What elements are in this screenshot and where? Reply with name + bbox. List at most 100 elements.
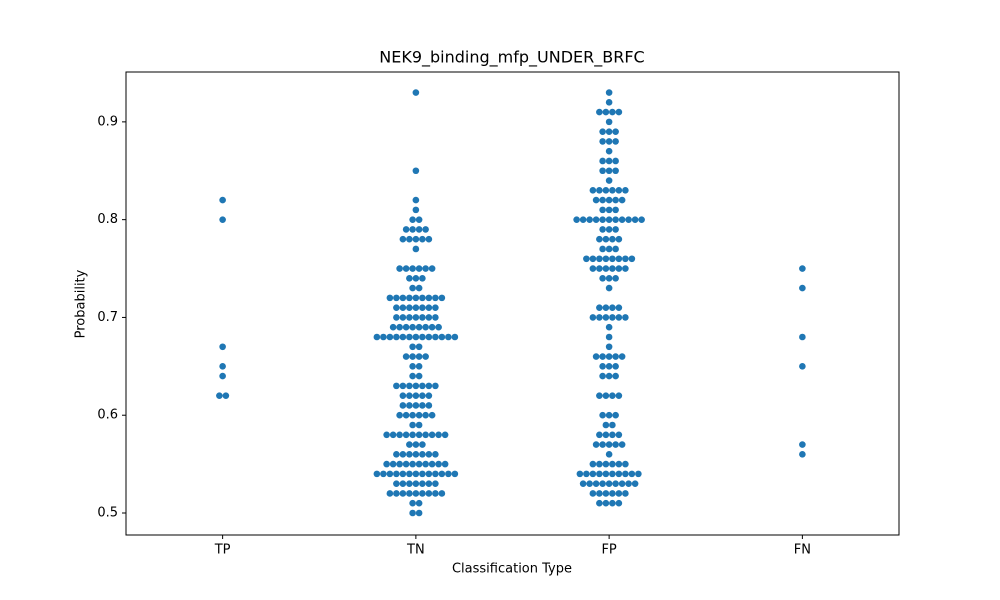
- data-point: [396, 431, 403, 439]
- data-point: [583, 255, 590, 263]
- data-point: [602, 499, 610, 507]
- data-point: [428, 265, 436, 272]
- data-point: [799, 284, 806, 292]
- data-point: [605, 451, 613, 458]
- data-point: [592, 441, 600, 448]
- data-point: [599, 441, 606, 448]
- data-point: [412, 167, 420, 175]
- data-point: [605, 147, 613, 155]
- data-point: [799, 441, 806, 448]
- data-point: [605, 284, 613, 292]
- data-point: [415, 323, 423, 331]
- data-point: [573, 216, 580, 223]
- data-point: [618, 216, 626, 223]
- data-point: [592, 196, 600, 204]
- data-point: [425, 314, 433, 321]
- data-point: [419, 235, 426, 243]
- data-point: [605, 245, 613, 253]
- data-point: [409, 460, 416, 468]
- data-point: [425, 382, 433, 390]
- data-point: [586, 216, 593, 223]
- data-point: [415, 343, 423, 351]
- data-point: [406, 470, 413, 478]
- data-point: [596, 431, 603, 439]
- data-point: [602, 304, 610, 311]
- y-tick-label: 0.9: [97, 114, 118, 129]
- data-point: [425, 490, 433, 497]
- data-point: [412, 392, 420, 399]
- data-point: [602, 255, 610, 263]
- data-point: [609, 499, 616, 507]
- data-point: [605, 99, 613, 106]
- data-point: [419, 382, 426, 390]
- data-point: [602, 187, 610, 194]
- data-point: [612, 196, 619, 204]
- data-point: [615, 314, 623, 321]
- data-point: [612, 363, 619, 370]
- data-point: [402, 265, 410, 272]
- data-point: [605, 196, 613, 204]
- data-point: [612, 372, 619, 380]
- data-point: [419, 451, 426, 458]
- data-point: [409, 323, 416, 331]
- data-point: [612, 206, 619, 214]
- data-point: [599, 275, 606, 282]
- data-point: [599, 138, 606, 145]
- data-point: [615, 108, 623, 116]
- data-point: [605, 216, 613, 223]
- data-point: [579, 480, 587, 487]
- data-point: [605, 167, 613, 175]
- data-point: [599, 206, 606, 214]
- data-point: [432, 304, 439, 311]
- data-point: [609, 304, 616, 311]
- data-point: [599, 226, 606, 233]
- data-point: [419, 392, 426, 399]
- data-point: [605, 353, 613, 360]
- data-point: [605, 128, 613, 135]
- data-point: [425, 294, 433, 302]
- data-point: [589, 265, 597, 272]
- data-point: [425, 333, 433, 341]
- data-point: [386, 333, 394, 341]
- data-point: [415, 226, 423, 233]
- data-point: [599, 353, 606, 360]
- data-point: [589, 470, 597, 478]
- data-point: [406, 392, 413, 399]
- data-point: [399, 333, 407, 341]
- data-point: [432, 314, 439, 321]
- data-point: [393, 314, 400, 321]
- data-point: [605, 343, 613, 351]
- data-point: [799, 363, 806, 370]
- data-point: [451, 333, 459, 341]
- data-point: [422, 265, 429, 272]
- data-point: [425, 304, 433, 311]
- y-axis-label: Probability: [74, 269, 89, 338]
- x-tick-label: FN: [794, 543, 811, 558]
- data-point: [412, 314, 420, 321]
- data-point: [412, 275, 420, 282]
- data-point: [396, 265, 403, 272]
- data-point: [605, 275, 613, 282]
- data-point: [399, 402, 407, 409]
- data-point: [579, 216, 587, 223]
- data-point: [415, 411, 423, 419]
- data-point: [612, 353, 619, 360]
- data-point: [609, 392, 616, 399]
- data-point: [612, 216, 619, 223]
- data-point: [412, 402, 420, 409]
- data-point: [396, 460, 403, 468]
- x-axis-label: Classification Type: [452, 562, 572, 577]
- data-point: [428, 323, 436, 331]
- data-point: [599, 363, 606, 370]
- data-point: [415, 265, 423, 272]
- data-point: [396, 323, 403, 331]
- data-point: [631, 480, 639, 487]
- data-point: [432, 294, 439, 302]
- data-point: [445, 333, 452, 341]
- data-point: [605, 372, 613, 380]
- data-point: [412, 235, 420, 243]
- data-point: [419, 441, 426, 448]
- data-point: [618, 353, 626, 360]
- data-point: [622, 265, 629, 272]
- data-point: [615, 187, 623, 194]
